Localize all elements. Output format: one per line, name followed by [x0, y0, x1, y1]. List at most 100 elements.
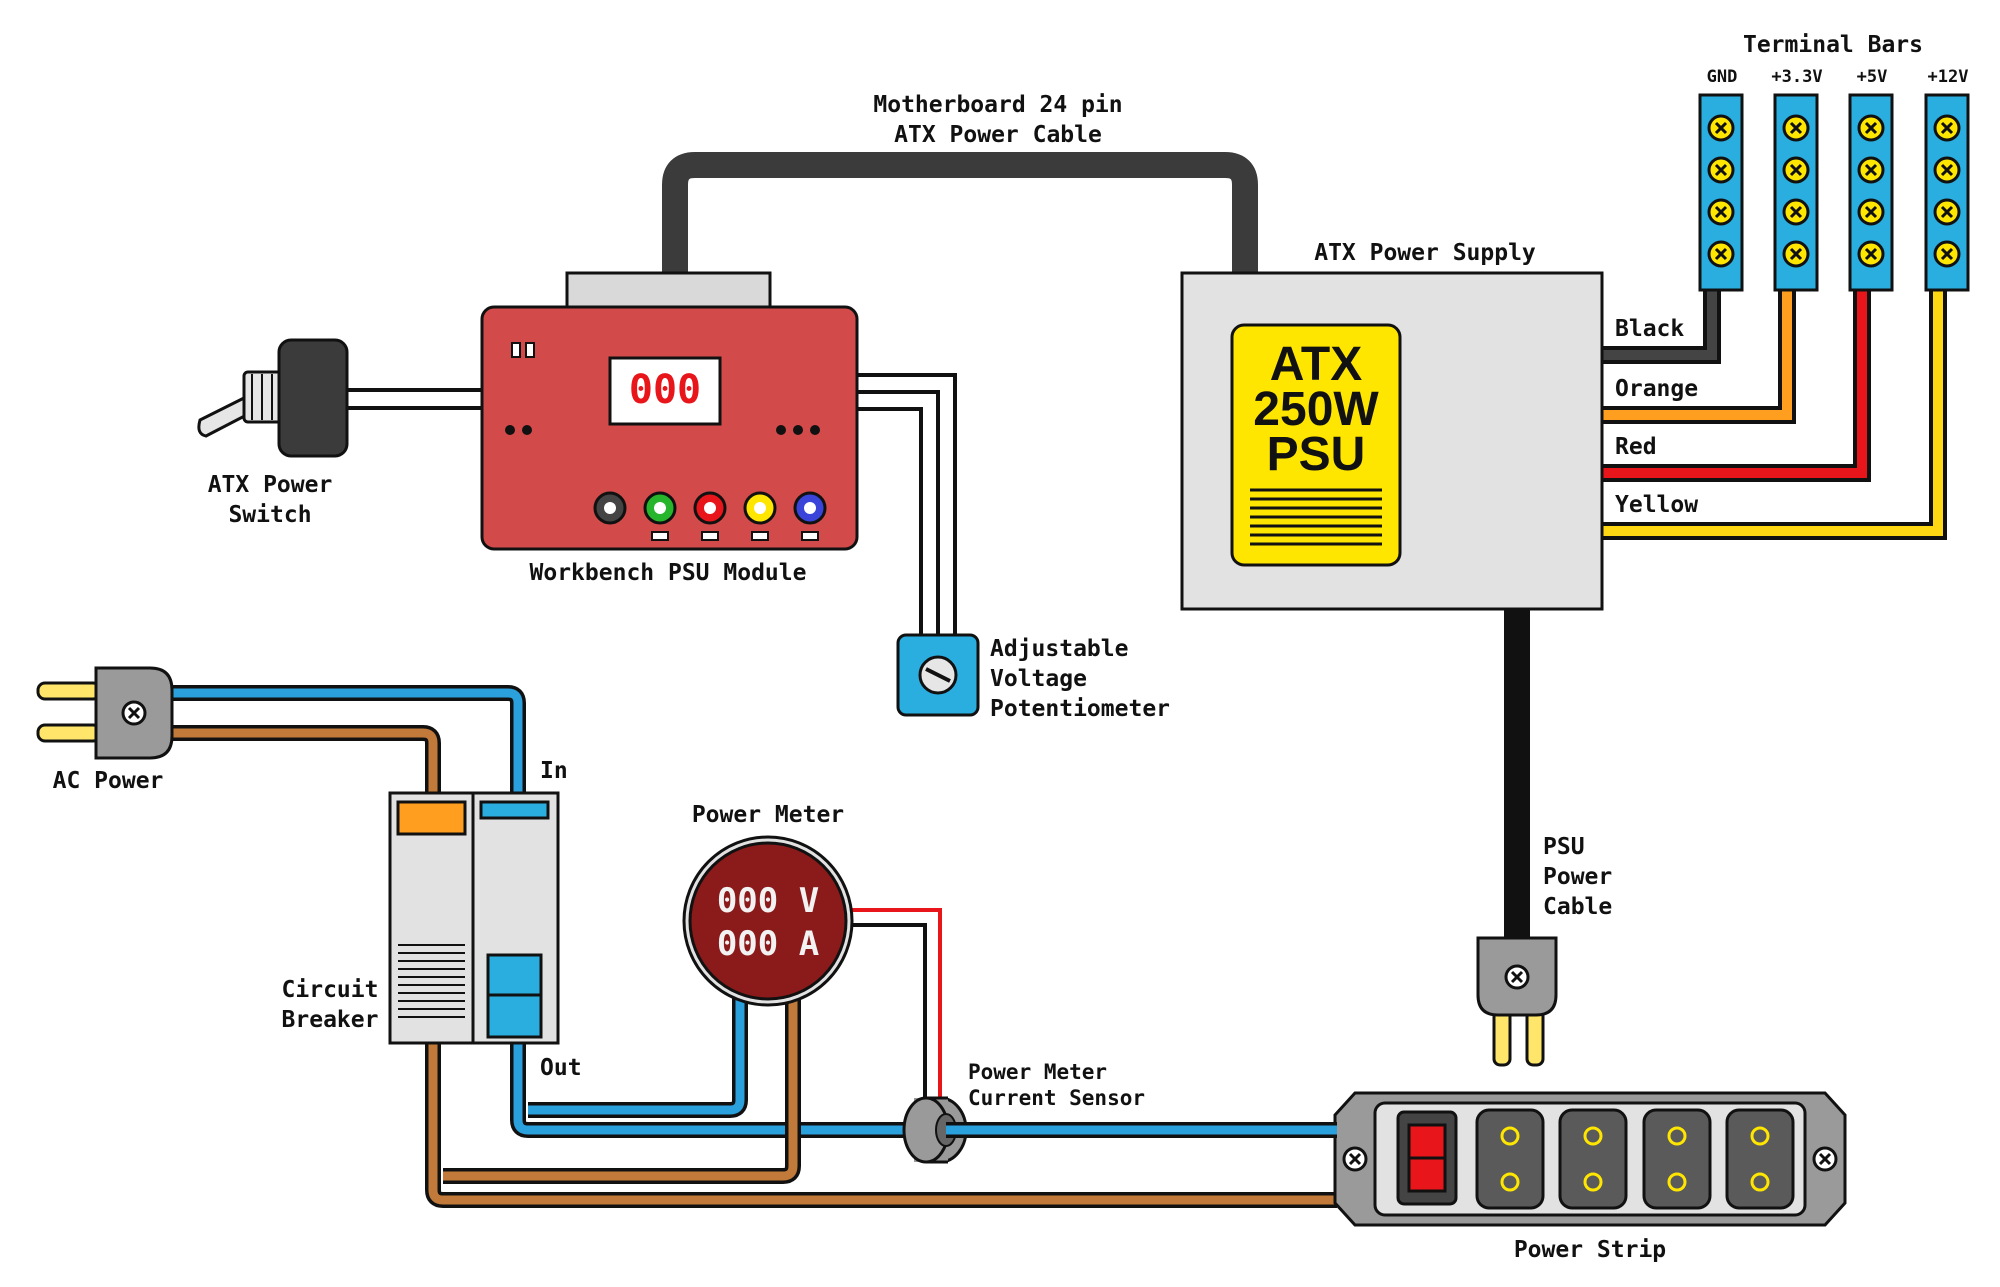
red-label: Red — [1615, 434, 1657, 460]
screw-slot-icon — [1864, 247, 1878, 261]
screw-slot-icon — [1789, 247, 1803, 261]
yellow-label: Yellow — [1615, 492, 1698, 518]
breaker-out-label: Out — [540, 1055, 582, 1081]
motherboard-label-1: Motherboard 24 pin — [873, 92, 1122, 118]
screw-slot-icon — [1940, 247, 1954, 261]
psu-cable-label-2: Power — [1543, 864, 1612, 890]
atx-power-supply: ATX 250W PSU — [1180, 271, 1604, 611]
meter-black-wire — [848, 923, 927, 1100]
breaker-indicator-orange — [396, 800, 467, 836]
outlet-body — [1558, 1108, 1628, 1210]
module-connector — [565, 271, 772, 311]
orange-label: Orange — [1615, 376, 1698, 402]
outlet-hole-icon — [1750, 1126, 1770, 1146]
v12-label: +12V — [1928, 67, 1969, 87]
atx-power-supply-label: ATX Power Supply — [1314, 240, 1536, 266]
switch-label-1: ATX Power — [208, 472, 333, 498]
strip-outlet-3[interactable] — [1642, 1108, 1712, 1210]
ac-plug-prong-2 — [36, 723, 102, 743]
psu-text-1: ATX — [1270, 338, 1362, 391]
meter-amps-readout: 000 A — [717, 924, 819, 964]
terminal-bars — [1698, 93, 1970, 292]
potentiometer-slot — [925, 667, 951, 683]
screw-slot-icon — [1714, 121, 1728, 135]
screw-slot-icon — [1789, 205, 1803, 219]
voltage-potentiometer[interactable] — [896, 633, 980, 717]
outlet-hole-icon — [1500, 1172, 1520, 1192]
meter-red-wire — [848, 908, 942, 1100]
psu-label-plate — [1230, 323, 1402, 567]
psu-plug-prong-2 — [1525, 1008, 1545, 1067]
screw-slot-icon — [1864, 121, 1878, 135]
ac-blue-wire-in — [170, 685, 526, 795]
ac-power-label: AC Power — [53, 768, 164, 794]
screw-slot-icon — [1864, 163, 1878, 177]
circuit-breaker — [388, 791, 560, 1045]
breaker-indicator-blue — [479, 800, 550, 820]
switch-pin-1 — [505, 425, 515, 435]
terminal-bars-title: Terminal Bars — [1743, 32, 1923, 58]
power-strip-label: Power Strip — [1514, 1237, 1666, 1263]
power-meter-label: Power Meter — [692, 802, 844, 828]
power-strip — [1333, 1091, 1847, 1227]
module-led-2 — [525, 342, 535, 358]
psu-text-3: PSU — [1267, 428, 1366, 481]
motherboard-label-2: ATX Power Cable — [894, 122, 1102, 148]
outlet-hole-icon — [1667, 1126, 1687, 1146]
strip-outlet-1[interactable] — [1475, 1108, 1545, 1210]
module-display-value: 000 — [629, 367, 701, 413]
pot-pin-1 — [776, 425, 786, 435]
strip-outlet-2[interactable] — [1558, 1108, 1628, 1210]
screw-slot-icon — [1864, 205, 1878, 219]
strip-outlet-4[interactable] — [1725, 1108, 1795, 1210]
outlet-hole-icon — [1583, 1172, 1603, 1192]
binding-posts — [593, 491, 827, 541]
outlet-hole-icon — [1667, 1172, 1687, 1192]
ac-plug-prong-1 — [36, 681, 102, 701]
outlet-hole-icon — [1750, 1172, 1770, 1192]
pot-label-1: Adjustable — [990, 636, 1128, 662]
v5-label: +5V — [1857, 67, 1888, 87]
screw-slot-icon — [1940, 163, 1954, 177]
screw-slot-icon — [1940, 205, 1954, 219]
atx-power-switch[interactable] — [197, 338, 349, 458]
black-label: Black — [1615, 316, 1684, 342]
ac-brown-wire-in — [170, 725, 441, 795]
motherboard-24pin-cable — [662, 152, 1258, 275]
psu-text-2: 250W — [1253, 383, 1379, 436]
screw-slot-icon — [1714, 163, 1728, 177]
breaker-in-label: In — [540, 758, 568, 784]
strip-outlets — [1475, 1108, 1795, 1210]
power-meter: 000 V 000 A — [682, 835, 854, 1007]
terminal-bar-v5 — [1848, 93, 1894, 292]
psu-plug — [1476, 936, 1558, 1067]
gnd-label: GND — [1707, 67, 1738, 87]
blue-wire-meter — [528, 990, 748, 1118]
black-wire-inner — [1603, 288, 1717, 360]
pot-pin-2 — [793, 425, 803, 435]
screw-slot-icon — [1940, 121, 1954, 135]
screw-slot-icon — [1714, 205, 1728, 219]
outlet-hole-icon — [1500, 1126, 1520, 1146]
switch-body — [277, 338, 349, 458]
wires — [170, 152, 1947, 1208]
current-sensor — [902, 1096, 1337, 1164]
switch-pin-2 — [522, 425, 532, 435]
workbench-psu-module: 000 — [480, 271, 859, 551]
switch-label-2: Switch — [228, 502, 311, 528]
module-led-1 — [511, 342, 521, 358]
pot-label-2: Voltage — [990, 666, 1087, 692]
workbench-module-label: Workbench PSU Module — [530, 560, 807, 586]
meter-volts-readout: 000 V — [717, 881, 819, 921]
breaker-vent — [398, 944, 465, 1018]
psu-output-wires — [1603, 288, 1947, 540]
outlet-hole-icon — [1583, 1126, 1603, 1146]
outlet-body — [1725, 1108, 1795, 1210]
terminal-bar-v33 — [1773, 93, 1819, 292]
ac-power-plug — [36, 666, 174, 760]
screw-slot-icon — [1789, 121, 1803, 135]
sensor-label-2: Current Sensor — [968, 1086, 1145, 1110]
sensor-label-1: Power Meter — [968, 1060, 1107, 1084]
outlet-body — [1475, 1108, 1545, 1210]
pot-pin-3 — [810, 425, 820, 435]
